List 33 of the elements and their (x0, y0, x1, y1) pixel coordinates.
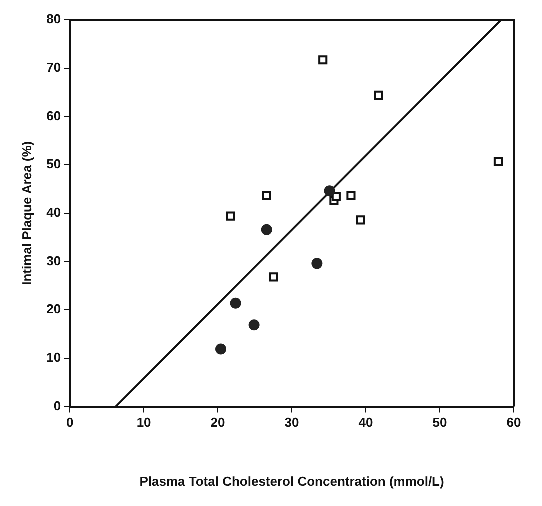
y-axis-title: Intimal Plaque Area (%) (19, 141, 34, 286)
x-tick-label: 20 (210, 415, 226, 430)
point (324, 186, 336, 197)
x-tick-label: 60 (506, 415, 522, 430)
x-tick-label: 0 (66, 415, 74, 430)
x-tick-label: 40 (358, 415, 374, 430)
point (494, 157, 503, 166)
x-tick-label: 30 (284, 415, 300, 430)
point (346, 190, 356, 200)
point (248, 320, 260, 331)
point (332, 192, 341, 202)
point (356, 216, 366, 225)
point (230, 298, 242, 309)
y-tick-label: 0 (54, 398, 62, 414)
point (261, 224, 272, 236)
point (374, 90, 384, 100)
x-tick-label: 50 (432, 415, 448, 430)
point (318, 56, 328, 65)
y-tick-label: 70 (46, 60, 62, 75)
point (226, 212, 236, 221)
point (216, 344, 226, 355)
y-tick-label: 30 (46, 253, 62, 268)
y-tick-label: 40 (46, 204, 62, 220)
point (262, 190, 272, 200)
y-tick-label: 60 (46, 108, 62, 124)
y-tick-label: 80 (46, 12, 62, 27)
y-tick-label: 50 (46, 156, 62, 172)
point (268, 272, 278, 282)
y-tick-label: 20 (46, 302, 62, 317)
point (312, 258, 323, 270)
x-tick-label: 10 (136, 415, 152, 430)
x-axis-title: Plasma Total Cholesterol Concentration (mmol/L) (140, 474, 444, 489)
y-tick-label: 10 (46, 350, 62, 366)
